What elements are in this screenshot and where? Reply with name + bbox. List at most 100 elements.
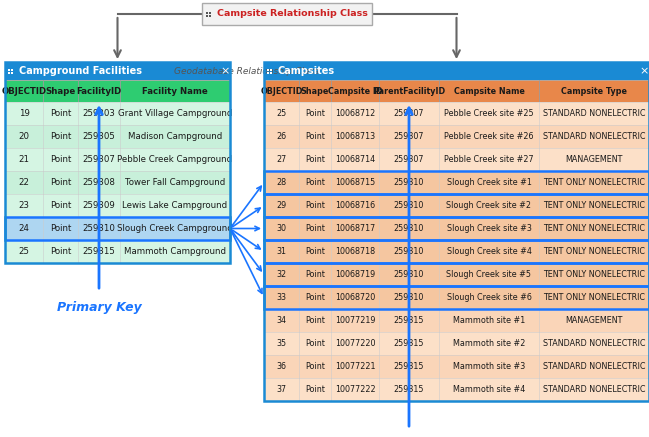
Text: Slough Creek site #6: Slough Creek site #6 bbox=[447, 293, 532, 302]
Text: Point: Point bbox=[50, 247, 71, 256]
Text: 259307: 259307 bbox=[394, 109, 424, 118]
Text: 36: 36 bbox=[276, 362, 286, 371]
Bar bbox=[5, 80, 43, 102]
Text: Campsites: Campsites bbox=[278, 66, 335, 76]
Text: STANDARD NONELECTRIC: STANDARD NONELECTRIC bbox=[543, 132, 645, 141]
Text: 10068718: 10068718 bbox=[335, 247, 375, 256]
Text: TENT ONLY NONELECTRIC: TENT ONLY NONELECTRIC bbox=[543, 293, 645, 302]
Text: Slough Creek site #5: Slough Creek site #5 bbox=[447, 270, 532, 279]
Text: Campsite Type: Campsite Type bbox=[561, 87, 627, 96]
Text: Grant Village Campground: Grant Village Campground bbox=[118, 109, 232, 118]
Bar bbox=[270, 72, 272, 74]
Text: TENT ONLY NONELECTRIC: TENT ONLY NONELECTRIC bbox=[543, 247, 645, 256]
Text: Point: Point bbox=[305, 339, 325, 348]
Bar bbox=[264, 240, 649, 263]
Text: Lewis Lake Campground: Lewis Lake Campground bbox=[123, 201, 228, 210]
Text: 259310: 259310 bbox=[394, 247, 424, 256]
Bar bbox=[264, 171, 649, 194]
Text: 33: 33 bbox=[276, 293, 286, 302]
Text: 35: 35 bbox=[276, 339, 287, 348]
Text: Pebble Creek site #27: Pebble Creek site #27 bbox=[444, 155, 534, 164]
Text: 10068716: 10068716 bbox=[335, 201, 375, 210]
Text: 259310: 259310 bbox=[394, 178, 424, 187]
Text: 259307: 259307 bbox=[82, 155, 116, 164]
Bar bbox=[270, 69, 272, 71]
Bar bbox=[11, 69, 13, 71]
Bar bbox=[264, 286, 649, 309]
Bar bbox=[208, 11, 210, 14]
Text: 37: 37 bbox=[276, 385, 287, 394]
Bar bbox=[264, 263, 649, 286]
Text: 27: 27 bbox=[276, 155, 287, 164]
FancyBboxPatch shape bbox=[202, 3, 372, 25]
Text: 25: 25 bbox=[276, 109, 287, 118]
Text: STANDARD NONELECTRIC: STANDARD NONELECTRIC bbox=[543, 109, 645, 118]
Bar bbox=[264, 309, 649, 332]
Text: Point: Point bbox=[50, 155, 71, 164]
Text: 10068717: 10068717 bbox=[335, 224, 375, 233]
Text: 19: 19 bbox=[19, 109, 29, 118]
Bar bbox=[299, 80, 331, 102]
Text: ParentFacilityID: ParentFacilityID bbox=[373, 87, 445, 96]
Text: 10068720: 10068720 bbox=[335, 293, 375, 302]
Text: OBJECTID: OBJECTID bbox=[1, 87, 47, 96]
Text: 32: 32 bbox=[276, 270, 287, 279]
Text: 23: 23 bbox=[19, 201, 29, 210]
Bar bbox=[331, 80, 379, 102]
Text: 10077222: 10077222 bbox=[335, 385, 375, 394]
Text: Primary Key: Primary Key bbox=[56, 301, 141, 314]
Text: Point: Point bbox=[305, 201, 325, 210]
Text: 259310: 259310 bbox=[394, 293, 424, 302]
Text: Pebble Creek site #25: Pebble Creek site #25 bbox=[444, 109, 534, 118]
Bar bbox=[539, 80, 649, 102]
Text: Point: Point bbox=[305, 270, 325, 279]
Text: Point: Point bbox=[305, 293, 325, 302]
Bar bbox=[264, 102, 649, 125]
Text: 10077219: 10077219 bbox=[335, 316, 375, 325]
Text: Madison Campground: Madison Campground bbox=[128, 132, 222, 141]
Text: 259315: 259315 bbox=[394, 339, 424, 348]
Text: Geodatabase Relationship Class: Geodatabase Relationship Class bbox=[175, 67, 319, 76]
Text: Slough Creek site #4: Slough Creek site #4 bbox=[447, 247, 532, 256]
Text: 34: 34 bbox=[276, 316, 286, 325]
Text: 259310: 259310 bbox=[82, 224, 116, 233]
Text: 259308: 259308 bbox=[82, 178, 116, 187]
Text: Point: Point bbox=[305, 132, 325, 141]
Bar bbox=[264, 125, 649, 148]
Text: 259310: 259310 bbox=[394, 201, 424, 210]
Bar bbox=[120, 80, 230, 102]
Text: Mammoth site #1: Mammoth site #1 bbox=[453, 316, 525, 325]
Bar bbox=[264, 194, 649, 217]
Text: 259315: 259315 bbox=[394, 362, 424, 371]
Bar bbox=[43, 80, 78, 102]
Bar bbox=[264, 217, 649, 240]
Bar bbox=[267, 69, 269, 71]
Bar bbox=[264, 194, 649, 217]
Text: Point: Point bbox=[305, 362, 325, 371]
Text: Tower Fall Campground: Tower Fall Campground bbox=[125, 178, 225, 187]
Bar bbox=[267, 72, 269, 74]
Text: 30: 30 bbox=[276, 224, 286, 233]
Bar bbox=[264, 62, 649, 80]
Bar bbox=[5, 217, 230, 240]
Text: TENT ONLY NONELECTRIC: TENT ONLY NONELECTRIC bbox=[543, 270, 645, 279]
Text: Mammoth site #4: Mammoth site #4 bbox=[453, 385, 525, 394]
Text: 259315: 259315 bbox=[394, 316, 424, 325]
Text: 10077220: 10077220 bbox=[335, 339, 375, 348]
Text: TENT ONLY NONELECTRIC: TENT ONLY NONELECTRIC bbox=[543, 224, 645, 233]
Text: Slough Creek site #1: Slough Creek site #1 bbox=[447, 178, 532, 187]
Text: TENT ONLY NONELECTRIC: TENT ONLY NONELECTRIC bbox=[543, 178, 645, 187]
Text: ×: × bbox=[639, 66, 649, 76]
Bar bbox=[264, 263, 649, 286]
Bar bbox=[5, 62, 230, 80]
Text: Campsite Name: Campsite Name bbox=[454, 87, 524, 96]
Text: ×: × bbox=[220, 66, 230, 76]
Text: Point: Point bbox=[50, 201, 71, 210]
Text: Pebble Creek site #26: Pebble Creek site #26 bbox=[445, 132, 533, 141]
Text: 29: 29 bbox=[276, 201, 287, 210]
Text: Point: Point bbox=[50, 178, 71, 187]
Bar bbox=[264, 332, 649, 355]
Bar bbox=[5, 62, 230, 263]
Text: 259303: 259303 bbox=[82, 109, 116, 118]
Text: Point: Point bbox=[50, 224, 71, 233]
